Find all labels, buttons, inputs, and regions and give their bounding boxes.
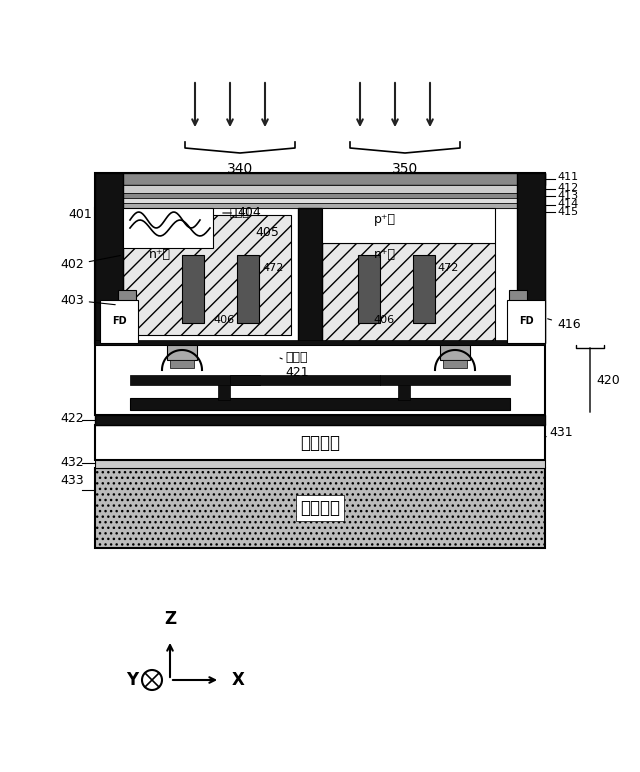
- Text: 414: 414: [557, 199, 579, 209]
- Text: 350: 350: [392, 162, 418, 176]
- Text: 404: 404: [223, 206, 260, 219]
- Text: 411: 411: [557, 172, 578, 182]
- Text: 412: 412: [557, 183, 579, 193]
- Text: X: X: [232, 671, 245, 689]
- Text: p⁺層: p⁺層: [374, 214, 396, 226]
- Bar: [443, 360, 467, 368]
- Bar: [95, 185, 545, 193]
- Bar: [322, 243, 495, 343]
- Text: 酸化膜: 酸化膜: [230, 208, 250, 218]
- Text: FD: FD: [518, 316, 533, 326]
- Text: FD: FD: [112, 316, 126, 326]
- Text: 402: 402: [60, 256, 120, 272]
- Text: n⁺層: n⁺層: [374, 249, 396, 262]
- Bar: [398, 385, 410, 400]
- Text: 絶縁層
421: 絶縁層 421: [280, 351, 308, 379]
- Text: 431: 431: [545, 425, 573, 438]
- Text: 413: 413: [557, 191, 578, 201]
- Bar: [237, 255, 259, 323]
- Bar: [95, 460, 545, 468]
- Text: 405: 405: [255, 225, 279, 239]
- Text: n⁺層: n⁺層: [149, 249, 171, 262]
- Bar: [413, 255, 435, 323]
- Bar: [322, 208, 495, 243]
- Text: 平坦化層: 平坦化層: [300, 434, 340, 452]
- Bar: [123, 215, 291, 335]
- Bar: [298, 208, 322, 343]
- Bar: [517, 173, 545, 343]
- Bar: [507, 300, 545, 343]
- Text: 432: 432: [60, 455, 84, 469]
- Text: Z: Z: [164, 610, 176, 628]
- Bar: [118, 290, 136, 333]
- Bar: [95, 340, 545, 345]
- Bar: [358, 255, 380, 323]
- Bar: [95, 468, 545, 548]
- Text: 支持基板: 支持基板: [300, 499, 340, 517]
- Bar: [100, 300, 138, 343]
- Bar: [167, 345, 197, 360]
- Bar: [95, 415, 545, 425]
- Circle shape: [142, 670, 162, 690]
- Bar: [380, 375, 510, 385]
- Bar: [95, 198, 545, 203]
- Text: Y: Y: [126, 671, 138, 689]
- Text: 401: 401: [68, 208, 95, 222]
- Text: 422: 422: [60, 412, 84, 425]
- Bar: [182, 255, 204, 323]
- Bar: [218, 385, 230, 400]
- Bar: [509, 290, 527, 333]
- Bar: [130, 375, 260, 385]
- Bar: [95, 208, 545, 343]
- Text: 472: 472: [437, 263, 458, 273]
- Bar: [95, 345, 545, 415]
- Text: 340: 340: [227, 162, 253, 176]
- Bar: [95, 203, 545, 208]
- Bar: [95, 193, 545, 198]
- Bar: [440, 345, 470, 360]
- Text: 406: 406: [213, 315, 234, 325]
- Bar: [170, 360, 194, 368]
- Text: 415: 415: [557, 207, 578, 217]
- Text: 472: 472: [262, 263, 284, 273]
- Bar: [230, 375, 380, 385]
- Text: 433: 433: [60, 473, 84, 486]
- Bar: [95, 425, 545, 460]
- Bar: [123, 208, 213, 248]
- Text: 403: 403: [60, 293, 115, 306]
- Bar: [95, 173, 545, 343]
- Bar: [95, 173, 123, 343]
- Bar: [130, 398, 510, 410]
- Bar: [95, 173, 545, 185]
- Text: 416: 416: [548, 319, 580, 331]
- Text: 406: 406: [373, 315, 394, 325]
- Text: 420: 420: [596, 374, 620, 387]
